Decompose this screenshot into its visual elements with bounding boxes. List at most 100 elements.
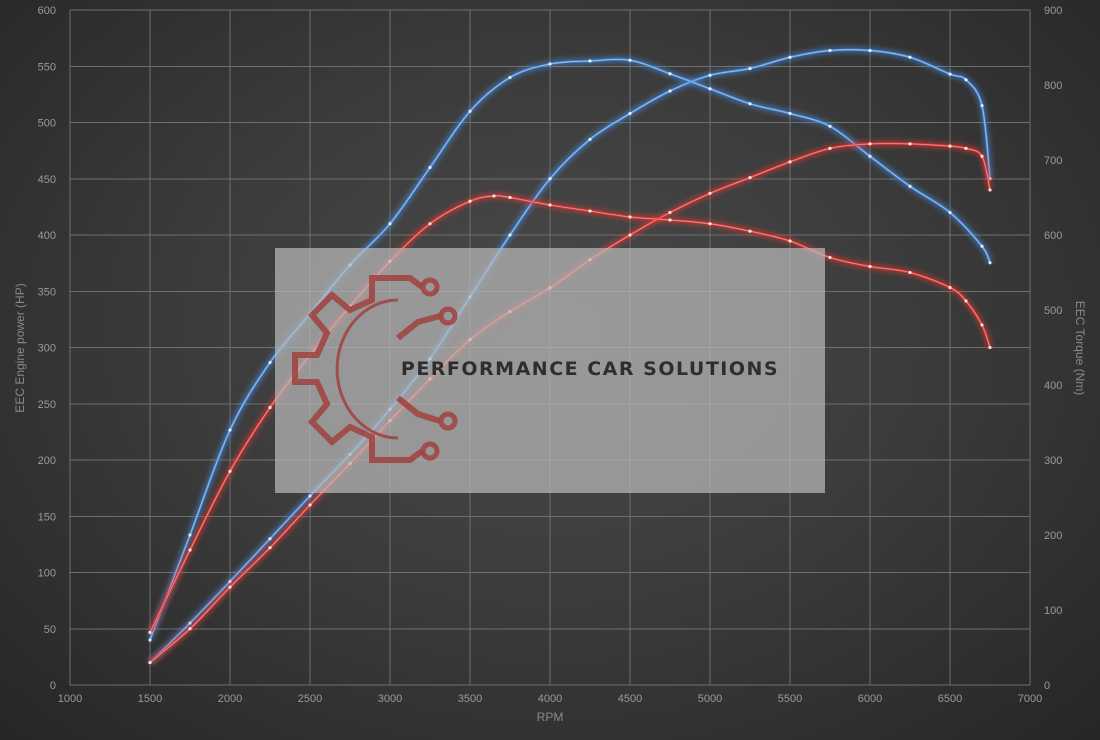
data-point [188, 533, 192, 537]
data-point [828, 48, 832, 53]
y-right-tick-label: 900 [1044, 5, 1062, 17]
data-point [788, 160, 792, 164]
data-point [628, 233, 632, 237]
x-tick-label: 3500 [458, 693, 482, 705]
watermark-panel [275, 248, 825, 493]
data-point [268, 360, 272, 365]
gear-circuit-logo-icon [292, 275, 458, 463]
data-point [548, 62, 552, 66]
data-point [708, 191, 712, 195]
data-point [628, 215, 632, 219]
data-point [964, 146, 968, 150]
data-point [980, 104, 984, 108]
data-point [508, 195, 512, 200]
y-left-tick-label: 550 [38, 61, 56, 73]
x-tick-label: 5500 [778, 693, 802, 705]
y-right-tick-label: 0 [1044, 680, 1050, 692]
data-point [148, 630, 152, 635]
data-point [748, 102, 752, 106]
y-left-tick-label: 200 [38, 455, 56, 467]
y-right-tick-label: 100 [1044, 605, 1062, 617]
y-right-tick-label: 800 [1044, 80, 1062, 92]
data-point [748, 66, 752, 71]
data-point [428, 222, 432, 226]
data-point [228, 428, 232, 432]
data-point [708, 222, 712, 226]
data-point [628, 111, 632, 116]
data-point [788, 55, 792, 59]
data-point [868, 48, 872, 53]
y-right-tick-label: 300 [1044, 455, 1062, 467]
data-point [868, 154, 872, 158]
data-point [964, 299, 968, 303]
data-point [980, 154, 984, 158]
data-point [788, 111, 792, 116]
y-right-tick-label: 400 [1044, 380, 1062, 392]
data-point [948, 210, 952, 215]
data-point [668, 89, 672, 93]
y-left-tick-label: 400 [38, 230, 56, 242]
watermark-text: PERFORMANCE CAR SOLUTIONS [401, 358, 779, 380]
data-point [988, 345, 992, 350]
data-point [148, 638, 152, 642]
data-point [988, 188, 992, 192]
series-0-line [147, 46, 994, 665]
y-right-tick-label: 200 [1044, 530, 1062, 542]
data-point [948, 72, 952, 76]
data-point [708, 87, 712, 91]
data-point [468, 199, 472, 203]
x-tick-label: 6000 [858, 693, 882, 705]
data-point [588, 209, 592, 213]
data-point [308, 503, 312, 507]
x-tick-label: 2000 [218, 693, 242, 705]
data-point [908, 142, 912, 146]
y-left-tick-label: 450 [38, 174, 56, 186]
x-axis-title: RPM [537, 710, 564, 724]
data-point [548, 203, 552, 207]
data-point [708, 73, 712, 77]
data-point [868, 264, 872, 269]
data-point [948, 285, 952, 290]
data-point [428, 165, 432, 170]
data-point [468, 109, 472, 113]
y-left-tick-label: 500 [38, 118, 56, 130]
data-point [148, 660, 152, 665]
data-point [268, 537, 272, 541]
y-right-tick-label: 600 [1044, 230, 1062, 242]
data-point [828, 146, 832, 150]
data-point [668, 218, 672, 222]
series-line-highlight [149, 143, 991, 663]
y-right-tick-label: 700 [1044, 155, 1062, 167]
data-point [980, 244, 984, 248]
x-tick-label: 6500 [938, 693, 962, 705]
data-point [788, 239, 792, 243]
data-point [588, 137, 592, 141]
y-axis-left-title: EEC Engine power (HP) [13, 283, 27, 412]
x-tick-label: 1000 [58, 693, 82, 705]
data-point [980, 323, 984, 327]
x-tick-label: 7000 [1018, 693, 1042, 705]
data-point [868, 142, 872, 146]
y-left-tick-label: 50 [44, 624, 56, 636]
data-point [948, 144, 952, 148]
y-left-tick-label: 100 [38, 568, 56, 580]
data-point [668, 72, 672, 76]
watermark: PERFORMANCE CAR SOLUTIONS [275, 248, 825, 493]
y-right-tick-label: 500 [1044, 305, 1062, 317]
x-tick-label: 2500 [298, 693, 322, 705]
y-left-tick-label: 0 [50, 680, 56, 692]
x-tick-label: 3000 [378, 693, 402, 705]
y-axis-right-title: EEC Torque (Nm) [1073, 301, 1087, 395]
data-point [268, 405, 272, 410]
data-point [188, 627, 192, 631]
data-point [748, 229, 752, 233]
x-tick-label: 1500 [138, 693, 162, 705]
data-point [188, 548, 192, 552]
data-point [588, 59, 592, 63]
data-point [492, 194, 496, 198]
data-point [388, 222, 392, 226]
data-point [228, 469, 232, 473]
tick-labels: 1000 1500 2000 2500 3000 3500 4000 4500 5000 5500… [38, 5, 1063, 705]
data-point [828, 255, 832, 260]
